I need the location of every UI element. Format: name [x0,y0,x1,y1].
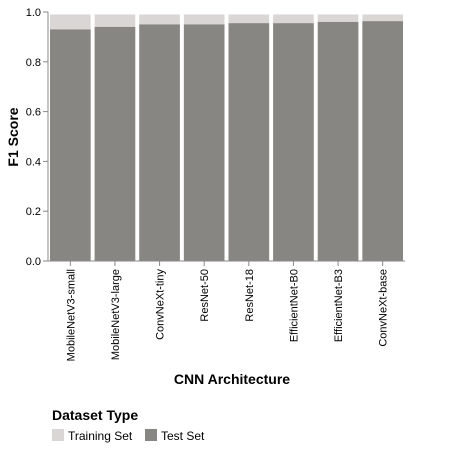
y-tick-label: 0.4 [26,156,41,168]
y-tick-label: 1.0 [26,7,41,19]
bar-test-efficientnet-b0 [273,23,314,262]
x-tick-label: EfficientNet-B3 [333,269,345,342]
y-tick-label: 0.0 [26,256,41,268]
bar-test-mobilenetv3-small [50,29,91,262]
y-tick-label: 0.8 [26,57,41,69]
y-axis: 0.0 0.2 0.4 0.6 0.8 1.0 [26,7,49,268]
bar-test-efficientnet-b3 [317,21,359,262]
legend-title: Dataset Type [52,407,138,423]
bar-test-convnext-base [362,21,404,262]
bar-test-resnet-50 [183,24,225,262]
legend: Dataset Type Training Set Test Set [52,407,205,443]
bar-test-mobilenetv3-large [94,26,136,261]
x-axis-title: CNN Architecture [174,371,290,387]
x-tick-label: ResNet-50 [199,269,211,322]
bars-group [50,14,404,262]
x-axis: MobileNetV3-small MobileNetV3-large ConvNe… [48,260,405,361]
legend-swatch-training-set [52,429,64,441]
x-tick-label: ConvNeXt-tiny [155,269,167,340]
legend-label-test-set: Test Set [161,429,205,443]
y-tick-label: 0.2 [26,206,41,218]
legend-swatch-test-set [145,429,157,441]
x-tick-label: ResNet-18 [244,269,256,322]
y-tick-label: 0.6 [26,107,41,119]
bar-test-resnet-18 [228,23,270,262]
x-tick-label: MobileNetV3-large [110,269,122,360]
x-tick-label: EfficientNet-B0 [288,269,300,342]
bar-test-convnext-tiny [139,24,180,262]
x-tick-label: MobileNetV3-small [65,269,77,361]
x-tick-label: ConvNeXt-base [378,269,390,347]
y-axis-title: F1 Score [5,107,21,166]
legend-label-training-set: Training Set [68,429,133,443]
